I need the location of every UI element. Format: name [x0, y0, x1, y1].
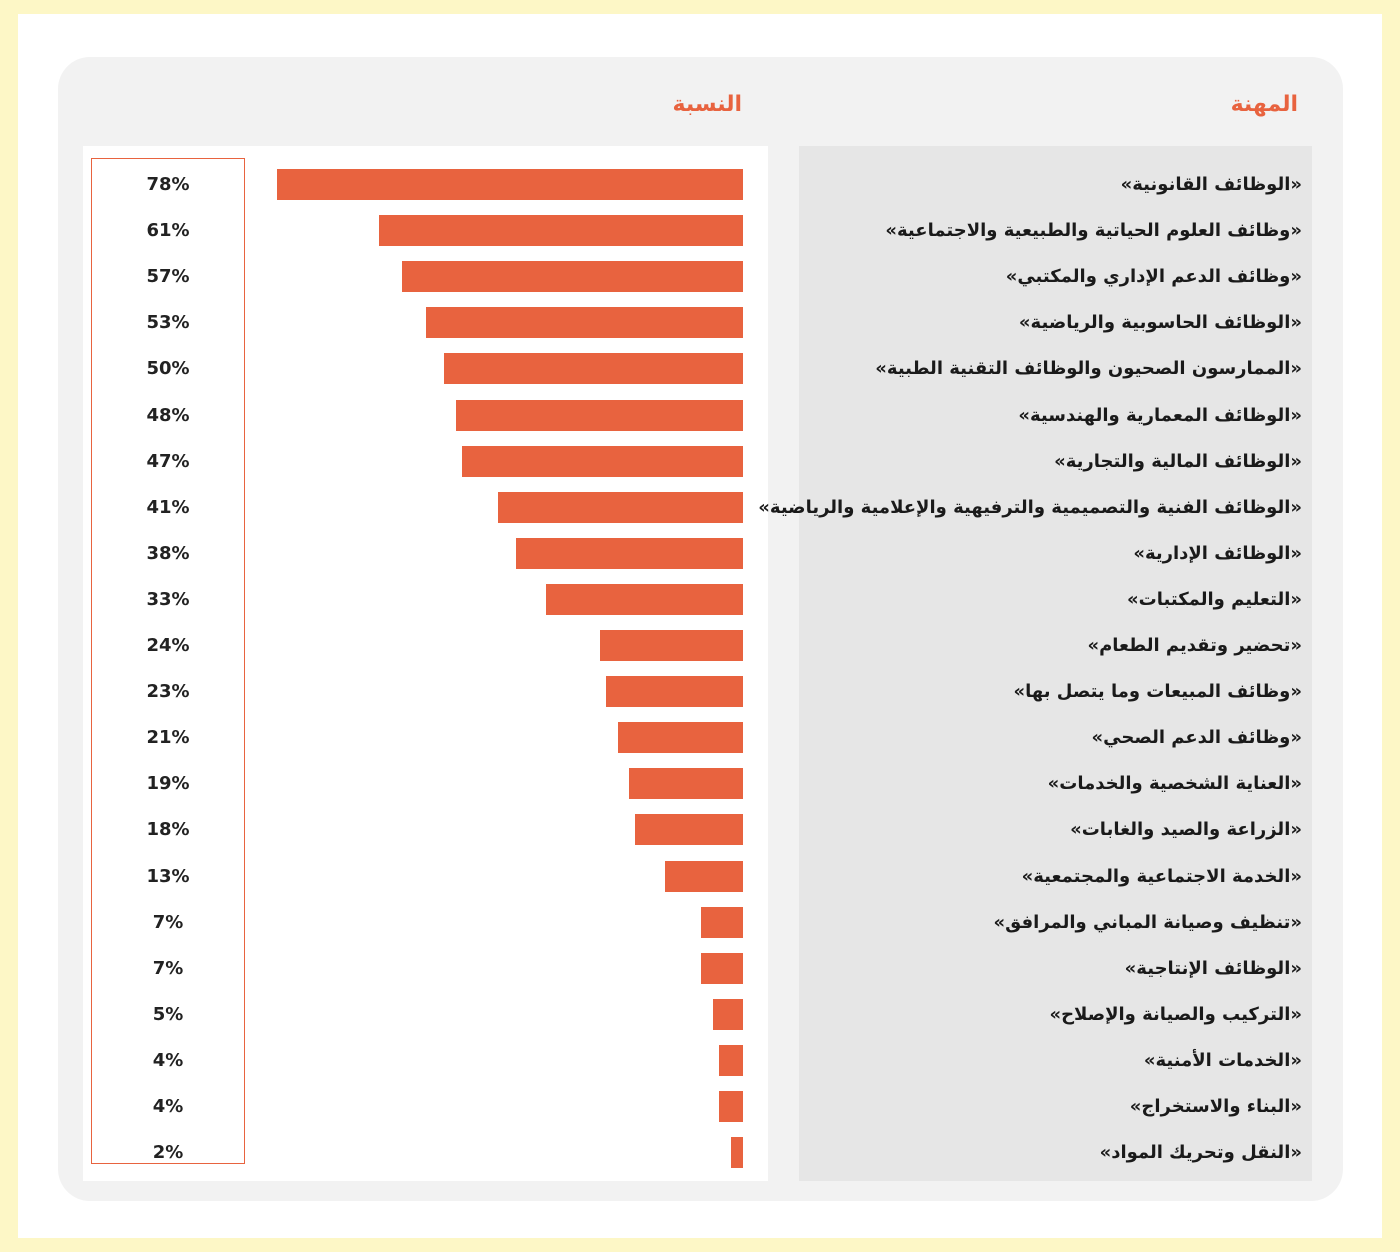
category-label-18: «الوظائف الإنتاجية» — [1124, 958, 1302, 979]
category-label-21: «البناء والاستخراج» — [1129, 1096, 1302, 1117]
bar-3 — [402, 261, 743, 292]
category-label-6: «الوظائف المعمارية والهندسية» — [1018, 405, 1302, 426]
category-column-header: المهنة — [1230, 92, 1298, 117]
bar-19 — [713, 999, 743, 1030]
category-label-9: «الوظائف الإدارية» — [1133, 543, 1302, 564]
bar-22 — [731, 1137, 743, 1168]
value-label-11: 24% — [146, 635, 190, 656]
value-label-13: 21% — [146, 727, 190, 748]
value-label-9: 38% — [146, 543, 190, 564]
category-label-2: «وظائف العلوم الحياتية والطبيعية والاجتم… — [885, 220, 1302, 241]
category-label-14: «العناية الشخصية والخدمات» — [1047, 773, 1302, 794]
category-label-15: «الزراعة والصيد والغابات» — [1070, 819, 1302, 840]
percentage-column-box — [91, 158, 245, 1164]
value-label-12: 23% — [146, 681, 190, 702]
value-label-14: 19% — [146, 773, 190, 794]
value-label-16: 13% — [146, 866, 190, 887]
category-label-8: «الوظائف الفنية والتصميمية والترفيهية وا… — [758, 497, 1302, 518]
bar-17 — [701, 907, 743, 938]
category-label-1: «الوظائف القانونية» — [1120, 174, 1302, 195]
bar-18 — [701, 953, 743, 984]
bar-5 — [444, 353, 743, 384]
value-label-19: 5% — [152, 1004, 184, 1025]
bar-8 — [498, 492, 743, 523]
bar-4 — [426, 307, 743, 338]
bar-20 — [719, 1045, 743, 1076]
category-label-16: «الخدمة الاجتماعية والمجتمعية» — [1021, 866, 1302, 887]
bar-1 — [277, 169, 743, 200]
category-label-3: «وظائف الدعم الإداري والمكتبي» — [1005, 266, 1302, 287]
bar-12 — [606, 676, 743, 707]
category-label-4: «الوظائف الحاسوبية والرياضية» — [1018, 312, 1302, 333]
value-label-7: 47% — [146, 451, 190, 472]
bar-21 — [719, 1091, 743, 1122]
bar-7 — [462, 446, 743, 477]
bar-14 — [629, 768, 743, 799]
category-label-7: «الوظائف المالية والتجارية» — [1054, 451, 1302, 472]
bar-6 — [456, 400, 743, 431]
category-label-19: «التركيب والصيانة والإصلاح» — [1049, 1004, 1302, 1025]
category-label-10: «التعليم والمكتبات» — [1127, 589, 1302, 610]
value-label-8: 41% — [146, 497, 190, 518]
bar-2 — [379, 215, 743, 246]
category-label-22: «النقل وتحريك المواد» — [1099, 1142, 1302, 1163]
value-column-header: النسبة — [672, 92, 743, 117]
value-label-2: 61% — [146, 220, 190, 241]
bar-11 — [600, 630, 743, 661]
value-label-5: 50% — [146, 358, 190, 379]
value-label-4: 53% — [146, 312, 190, 333]
category-label-13: «وظائف الدعم الصحي» — [1091, 727, 1302, 748]
value-label-10: 33% — [146, 589, 190, 610]
value-label-17: 7% — [152, 912, 184, 933]
value-label-21: 4% — [152, 1096, 184, 1117]
bar-10 — [546, 584, 743, 615]
value-label-20: 4% — [152, 1050, 184, 1071]
category-label-11: «تحضير وتقديم الطعام» — [1087, 635, 1302, 656]
value-label-6: 48% — [146, 405, 190, 426]
bar-9 — [516, 538, 743, 569]
category-label-5: «الممارسون الصحيون والوظائف التقنية الطب… — [875, 358, 1302, 379]
category-label-20: «الخدمات الأمنية» — [1143, 1050, 1302, 1071]
bar-13 — [618, 722, 743, 753]
category-label-17: «تنظيف وصيانة المباني والمرافق» — [993, 912, 1302, 933]
value-label-18: 7% — [152, 958, 184, 979]
category-label-panel — [799, 146, 1312, 1181]
value-label-1: 78% — [146, 174, 190, 195]
value-label-22: 2% — [152, 1142, 184, 1163]
category-label-12: «وظائف المبيعات وما يتصل بها» — [1013, 681, 1302, 702]
bar-15 — [635, 814, 743, 845]
value-label-3: 57% — [146, 266, 190, 287]
value-label-15: 18% — [146, 819, 190, 840]
bar-16 — [665, 861, 743, 892]
